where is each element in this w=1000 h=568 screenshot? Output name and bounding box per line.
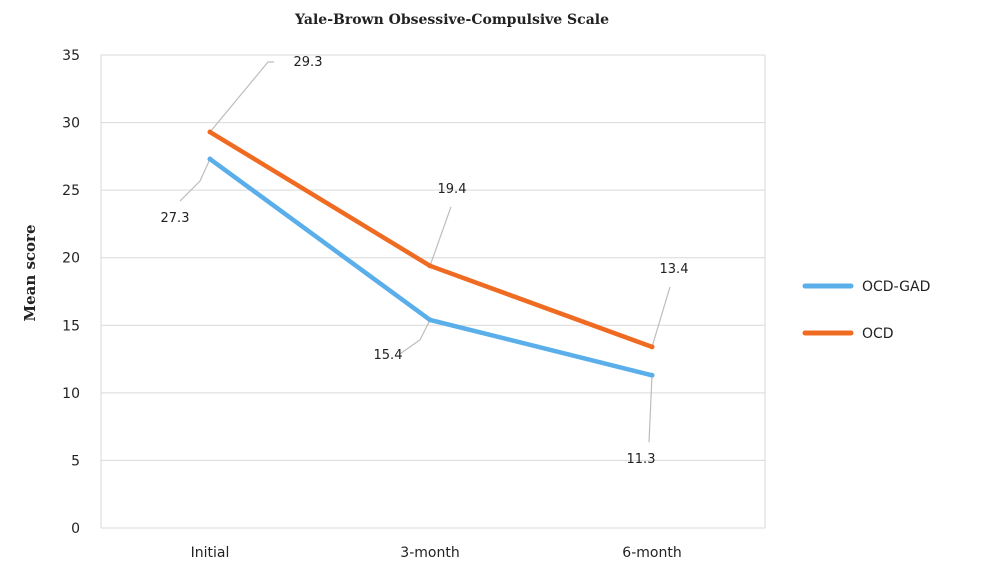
legend: OCD-GAD OCD — [802, 279, 930, 342]
data-label-leaders — [179, 61, 671, 443]
data-label: 29.3 — [294, 55, 323, 70]
data-label: 15.4 — [374, 348, 403, 363]
label-leader-line — [179, 158, 211, 202]
x-tick-label: Initial — [191, 545, 230, 561]
label-leader-line — [651, 286, 671, 348]
x-axis-ticks: Initial 3-month 6-month — [191, 545, 682, 561]
y-tick-label: 20 — [62, 251, 80, 267]
label-leader-line — [648, 375, 653, 443]
y-tick-label: 15 — [62, 318, 80, 334]
data-point — [427, 263, 433, 269]
data-label: 11.3 — [627, 452, 656, 467]
data-point — [649, 372, 655, 378]
label-leader-line — [429, 206, 452, 267]
data-point — [649, 344, 655, 350]
data-label: 13.4 — [660, 262, 689, 277]
y-tick-label: 0 — [71, 521, 80, 537]
chart-title: Yale-Brown Obsessive-Compulsive Scale — [294, 12, 609, 28]
x-tick-label: 3-month — [400, 545, 459, 561]
y-tick-label: 35 — [62, 48, 80, 64]
series-line-ocd — [207, 129, 655, 350]
data-label: 27.3 — [161, 211, 190, 226]
y-tick-label: 10 — [62, 386, 80, 402]
label-leader-line — [209, 61, 274, 133]
x-tick-label: 6-month — [622, 545, 681, 561]
legend-label: OCD-GAD — [862, 279, 930, 295]
data-labels: 27.3 15.4 11.3 29.3 19.4 13.4 — [161, 55, 689, 467]
data-point — [207, 129, 213, 135]
data-point — [207, 156, 213, 162]
y-tick-label: 5 — [71, 453, 80, 469]
gridlines — [100, 54, 766, 529]
legend-label: OCD — [862, 326, 894, 342]
data-label: 19.4 — [438, 182, 467, 197]
data-point — [427, 317, 433, 323]
y-tick-label: 30 — [62, 116, 80, 132]
y-axis-ticks: 0 5 10 15 20 25 30 35 — [62, 48, 80, 537]
y-tick-label: 25 — [62, 183, 80, 199]
label-leader-line — [399, 319, 431, 355]
series-lines — [207, 129, 655, 378]
y-axis-label: Mean score — [21, 224, 39, 321]
